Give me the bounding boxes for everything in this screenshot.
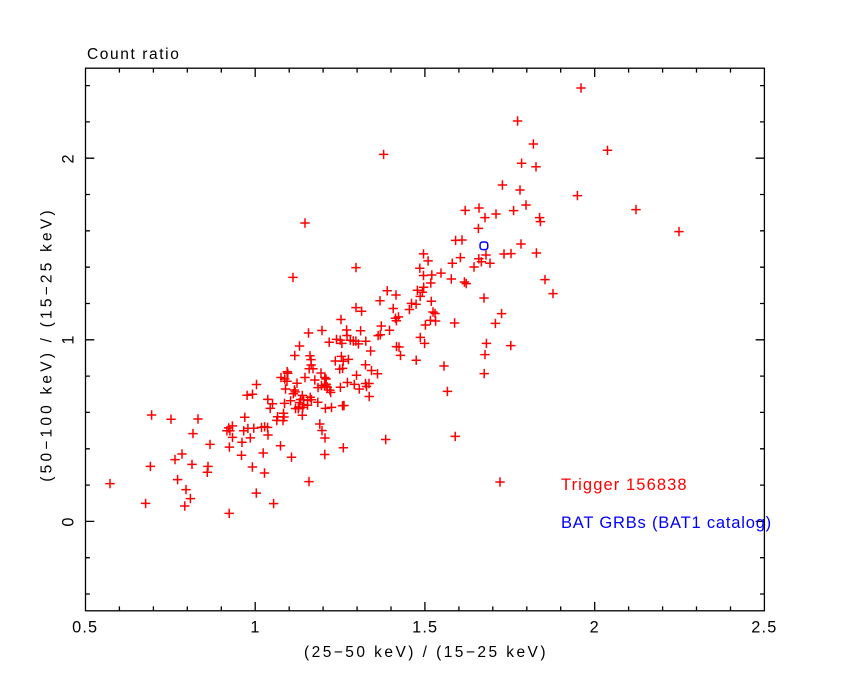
svg-text:BAT GRBs (BAT1 catalog): BAT GRBs (BAT1 catalog) xyxy=(561,514,772,532)
svg-text:1.5: 1.5 xyxy=(412,618,438,636)
svg-text:1: 1 xyxy=(250,618,260,636)
svg-text:2.5: 2.5 xyxy=(751,618,777,636)
svg-text:(25−50 keV) / (15−25 keV): (25−50 keV) / (15−25 keV) xyxy=(304,644,548,661)
svg-text:0: 0 xyxy=(60,516,78,526)
svg-text:2: 2 xyxy=(590,618,600,636)
svg-text:(50−100 keV) / (15−25 keV): (50−100 keV) / (15−25 keV) xyxy=(39,207,56,481)
svg-text:1: 1 xyxy=(60,334,78,344)
svg-text:2: 2 xyxy=(60,153,78,163)
svg-text:Count ratio: Count ratio xyxy=(87,46,180,63)
svg-text:Trigger 156838: Trigger 156838 xyxy=(561,476,688,494)
svg-text:0.5: 0.5 xyxy=(72,618,98,636)
